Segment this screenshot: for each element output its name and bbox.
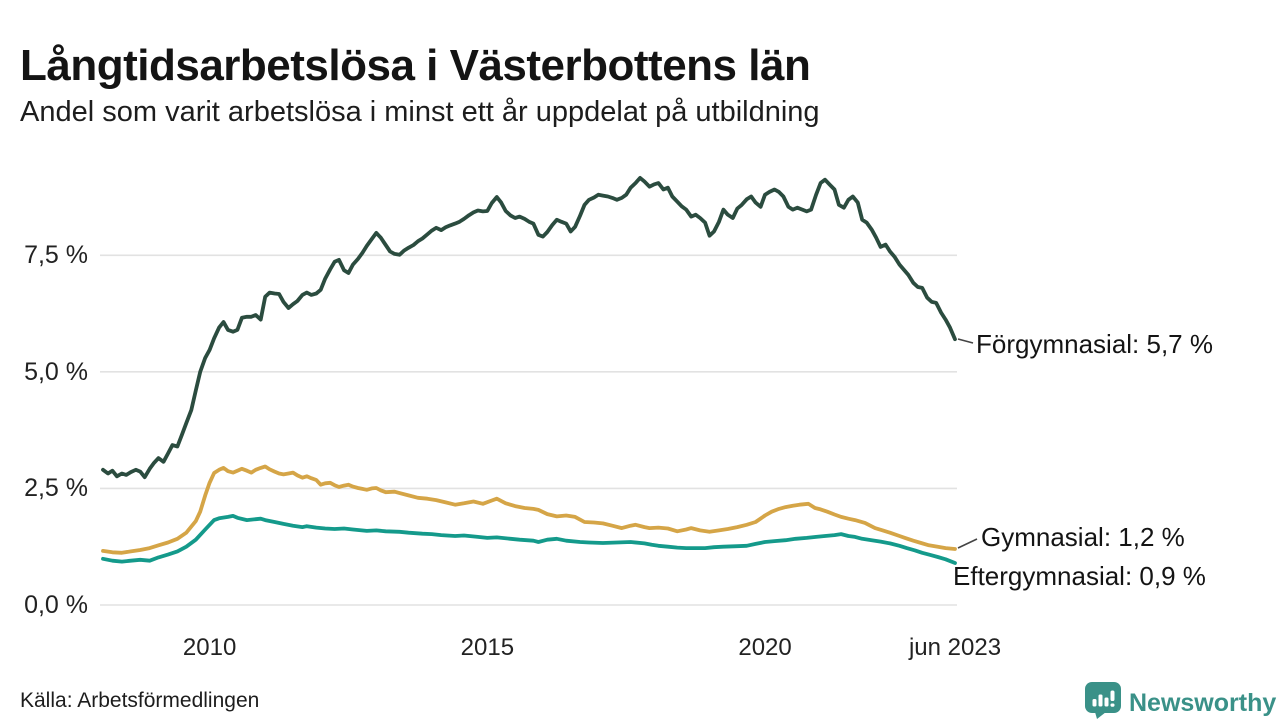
x-tick-jun-2023: jun 2023 — [908, 634, 1002, 661]
series-line-förgymnasial — [101, 175, 957, 480]
x-tick-2010: 2010 — [182, 634, 237, 661]
y-tick-7.5: 7,5 % — [24, 241, 88, 270]
series-label-eftergymnasial: Eftergymnasial: 0,9 % — [953, 561, 1206, 591]
label-leader-gymnasial — [957, 538, 978, 549]
y-tick-2.5: 2,5 % — [24, 474, 88, 503]
page-subtitle: Andel som varit arbetslösa i minst ett å… — [20, 96, 820, 128]
newsworthy-logo: Newsworthy — [1084, 681, 1276, 724]
bar-chart-speech-bubble-icon — [1084, 681, 1122, 724]
y-tick-0: 0,0 % — [24, 591, 88, 619]
source-credit: Källa: Arbetsförmedlingen — [20, 689, 260, 712]
x-tick-2020: 2020 — [738, 634, 792, 661]
label-leader-förgymnasial — [957, 338, 974, 344]
series-label-förgymnasial: Förgymnasial: 5,7 % — [976, 329, 1213, 359]
series-label-gymnasial: Gymnasial: 1,2 % — [981, 522, 1185, 552]
y-tick-5: 5,0 % — [24, 357, 88, 386]
page-title: Långtidsarbetslösa i Västerbottens län — [20, 41, 811, 91]
x-tick-2015: 2015 — [460, 634, 515, 661]
series-line-gymnasial — [101, 464, 957, 555]
brand-name: Newsworthy — [1129, 688, 1277, 717]
series-line-eftergymnasial — [101, 514, 957, 565]
